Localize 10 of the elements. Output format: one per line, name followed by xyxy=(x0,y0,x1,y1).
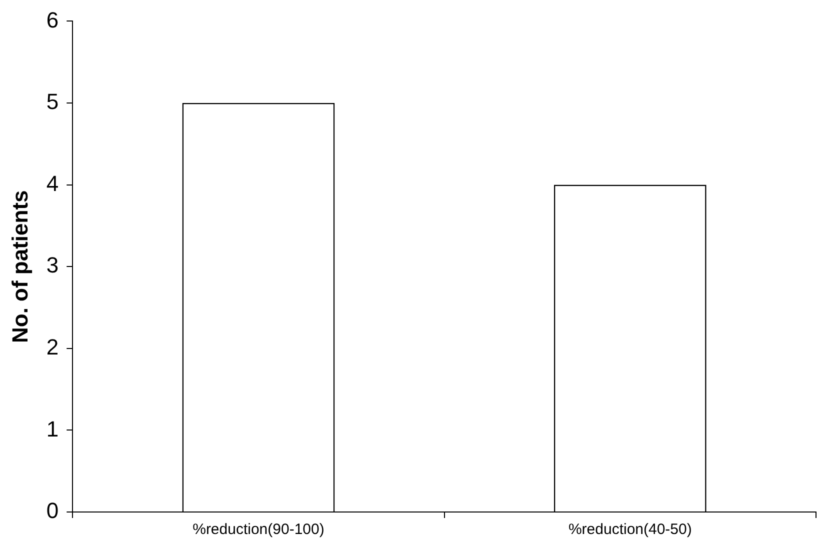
y-tick-label: 1 xyxy=(46,416,59,442)
y-tick-label: 4 xyxy=(46,170,59,196)
x-tick-label: %reduction(90-100) xyxy=(192,521,324,538)
y-axis-title: No. of patients xyxy=(7,190,32,343)
y-tick-label: 5 xyxy=(46,89,59,114)
x-tick-label: %reduction(40-50) xyxy=(568,521,692,538)
y-tick-label: 3 xyxy=(46,252,59,278)
y-tick-label: 6 xyxy=(46,7,59,32)
y-tick-label: 0 xyxy=(46,498,59,524)
y-tick-label: 2 xyxy=(46,334,59,360)
